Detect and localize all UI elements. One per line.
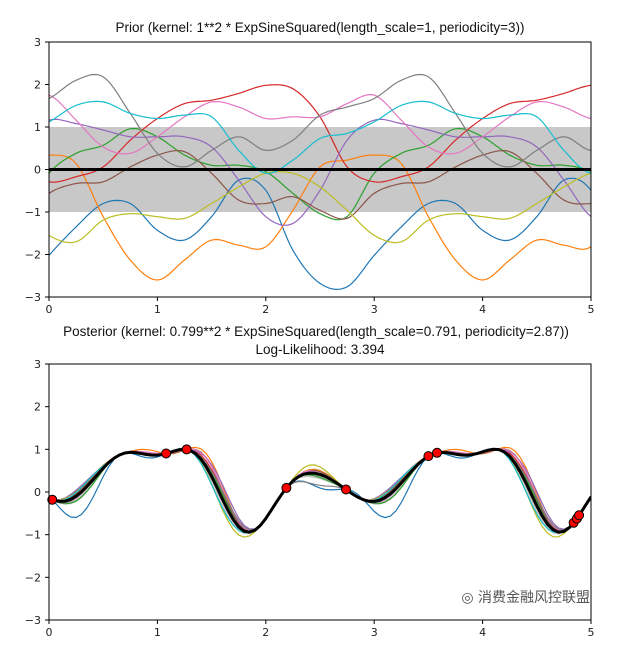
prior-sample-2 [49, 127, 591, 221]
prior-sample-0 [49, 177, 591, 291]
y-tick-label: 2 [34, 401, 41, 414]
posterior-sample-3 [49, 448, 591, 532]
x-tick-label: 1 [154, 303, 161, 316]
watermark: ◎ 消费金融风控联盟 [461, 590, 590, 606]
x-tick-label: 2 [262, 626, 269, 639]
chart-title: Posterior (kernel: 0.799**2 * ExpSineSqu… [63, 324, 569, 339]
x-tick-label: 0 [46, 303, 53, 316]
prior-sample-9 [49, 100, 591, 175]
training-point [281, 482, 292, 493]
y-tick-label: 3 [34, 36, 41, 49]
posterior-sample-1 [49, 446, 591, 533]
plot-area [49, 446, 591, 538]
y-tick-label: 1 [34, 121, 41, 134]
x-tick-label: 2 [262, 303, 269, 316]
y-tick-label: 0 [34, 164, 41, 177]
posterior-sample-0 [49, 448, 591, 533]
posterior-mean-line [49, 447, 591, 534]
training-point [47, 494, 58, 505]
plot-area [49, 73, 591, 291]
training-point [341, 484, 352, 495]
axes-frame [48, 363, 592, 621]
y-tick-label: −2 [25, 249, 41, 262]
training-point [181, 444, 192, 455]
posterior-sample-9 [49, 448, 591, 534]
training-point [574, 510, 585, 521]
y-tick-label: 0 [34, 486, 41, 499]
x-tick-label: 1 [154, 626, 161, 639]
x-tick-label: 5 [588, 303, 595, 316]
posterior-sample-6 [49, 448, 591, 532]
prior-sample-4 [49, 118, 591, 226]
chart-subtitle: Log-Likelihood: 3.394 [255, 342, 385, 357]
x-tick-label: 0 [46, 626, 53, 639]
y-tick-label: −3 [25, 291, 41, 304]
y-tick-label: −3 [25, 614, 41, 627]
y-tick-label: 3 [34, 358, 41, 371]
chart-title: Prior (kernel: 1**2 * ExpSineSquared(len… [116, 20, 525, 35]
prior-sample-7 [49, 73, 591, 168]
y-tick-label: −2 [25, 571, 41, 584]
training-point [161, 448, 172, 459]
watermark-text: 消费金融风控联盟 [478, 590, 590, 606]
posterior-sample-4 [49, 449, 591, 530]
y-tick-label: −1 [25, 529, 41, 542]
x-tick-label: 4 [479, 303, 486, 316]
std-band [49, 448, 591, 535]
wechat-icon: ◎ [461, 590, 478, 606]
posterior-sample-7 [49, 448, 591, 531]
prior-sample-6 [49, 94, 591, 155]
posterior-sample-8 [49, 448, 591, 538]
prior-sample-1 [49, 154, 591, 281]
posterior-sample-5 [49, 448, 591, 533]
x-tick-label: 3 [371, 626, 378, 639]
training-point [423, 451, 434, 462]
training-point [432, 447, 443, 458]
prior-sample-5 [49, 150, 591, 220]
x-tick-label: 5 [588, 626, 595, 639]
x-tick-label: 4 [479, 626, 486, 639]
y-tick-label: −1 [25, 206, 41, 219]
posterior-sample-2 [49, 448, 591, 532]
y-tick-label: 2 [34, 79, 41, 92]
y-tick-label: 1 [34, 443, 41, 456]
x-tick-label: 3 [371, 303, 378, 316]
prior-sample-8 [49, 170, 591, 244]
